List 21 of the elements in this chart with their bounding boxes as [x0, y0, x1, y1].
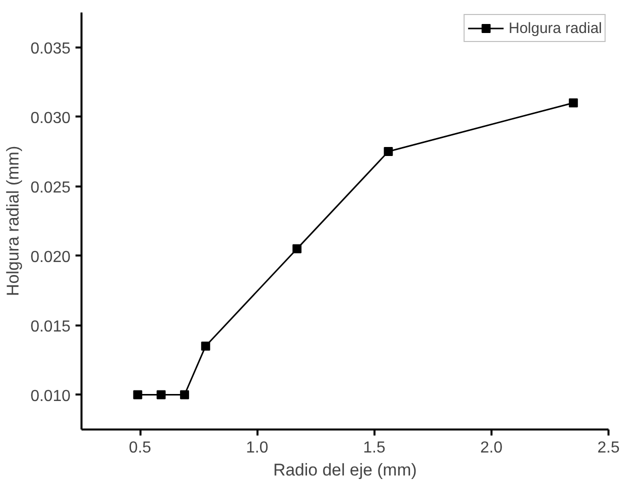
x-tick-label: 2.0	[480, 440, 503, 456]
y-tick-label: 0.025	[30, 179, 71, 196]
y-tick-label: 0.030	[30, 110, 71, 127]
legend-label: Holgura radial	[508, 20, 602, 36]
x-axis-title: Radio del eje (mm)	[273, 460, 417, 480]
y-tick-label: 0.010	[30, 388, 71, 405]
point	[568, 98, 578, 108]
x-tick-label: 1.5	[363, 440, 386, 456]
x-tick-label: 0.5	[128, 440, 152, 456]
y-axis-title: Holgura radial (mm)	[3, 146, 22, 296]
point	[292, 244, 302, 254]
point	[180, 390, 190, 400]
y-tick-label: 0.015	[30, 318, 71, 336]
point	[156, 390, 166, 400]
x-tick-label: 2.5	[597, 440, 620, 456]
y-tick-label: 0.035	[30, 40, 71, 58]
point	[384, 147, 393, 156]
point	[201, 342, 210, 351]
point	[133, 390, 142, 400]
x-tick-label: 1.0	[246, 440, 268, 456]
y-tick-label: 0.020	[30, 248, 71, 266]
